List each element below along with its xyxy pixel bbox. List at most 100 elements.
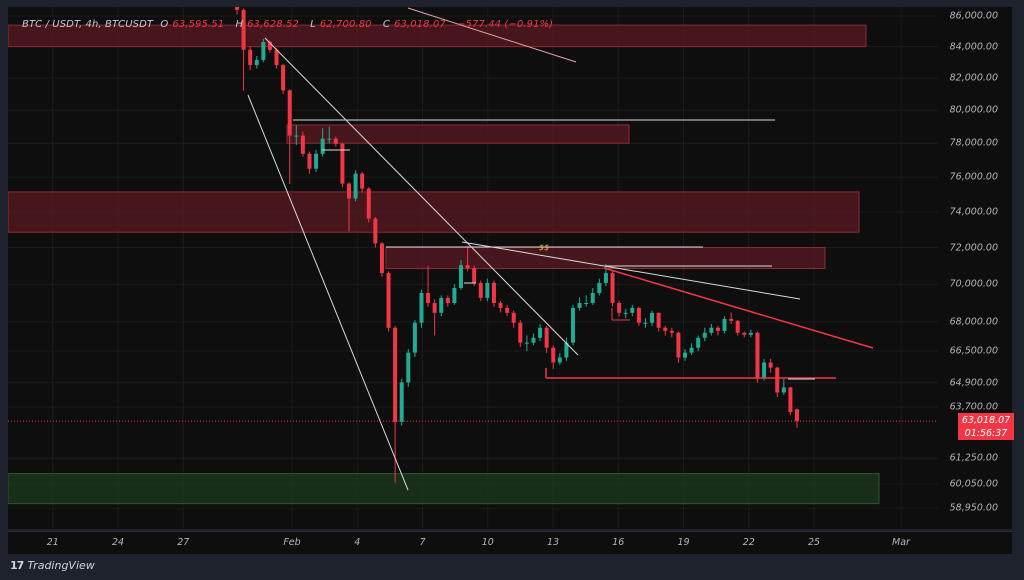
candle-body	[439, 297, 444, 313]
candle-body	[360, 173, 365, 189]
price-tick-label: 63,700.00	[949, 401, 998, 413]
candle-body	[557, 357, 562, 363]
candle-body	[755, 332, 760, 378]
change-value: −577.44 (−0.91%)	[457, 19, 554, 30]
price-tick-label: 70,000.00	[949, 278, 998, 290]
supply-zone	[8, 191, 860, 233]
candle-body	[775, 367, 780, 393]
price-tick-label: 78,000.00	[949, 137, 998, 149]
candle-body	[399, 382, 404, 422]
symbol-label[interactable]: BTC / USDT, 4h, BTCUSDT	[22, 19, 154, 30]
price-tick-label: 66,500.00	[949, 345, 998, 357]
candle-body	[650, 312, 655, 323]
candle-body	[603, 273, 608, 283]
time-tick-label: 7	[419, 537, 426, 548]
price-chart[interactable]: $$	[8, 7, 1012, 529]
price-tick-label: 72,000.00	[949, 242, 998, 254]
bar-countdown: 01:56:37	[964, 428, 1008, 439]
candle-body	[485, 282, 490, 298]
candle-body	[261, 42, 266, 60]
candle-body	[406, 352, 411, 383]
candle-body	[564, 342, 569, 358]
price-tick-label: 80,000.00	[949, 104, 998, 116]
time-tick-label: 25	[807, 537, 821, 548]
price-tick-label: 58,950.00	[949, 502, 998, 514]
candle-body	[432, 302, 437, 313]
candle-body	[294, 135, 299, 137]
time-tick-label: 4	[354, 537, 361, 548]
supply-zone	[8, 24, 867, 48]
candle-body	[795, 409, 799, 422]
candle-body	[544, 327, 549, 348]
time-tick-label: 13	[546, 537, 560, 548]
candle-body	[538, 327, 543, 338]
candle-body	[320, 138, 325, 154]
candle-body	[491, 282, 496, 303]
time-tick-label: 22	[742, 537, 755, 548]
price-tick-label: 82,000.00	[949, 72, 998, 84]
time-tick-label: 24	[111, 537, 125, 548]
candle-body	[518, 322, 523, 343]
candle-body	[300, 135, 305, 154]
price-tick-label: 64,900.00	[949, 377, 998, 389]
candle-body	[676, 332, 681, 358]
price-tick-label: 76,000.00	[949, 171, 998, 183]
candle-body	[426, 293, 431, 303]
candle-body	[715, 327, 720, 331]
candle-body	[551, 347, 556, 363]
last-price-tag: 63,018.07 01:56:37	[958, 413, 1014, 440]
candle-body	[379, 243, 384, 274]
candle-body	[412, 322, 417, 353]
candle-body	[254, 59, 259, 66]
candle-body	[511, 312, 516, 323]
price-tick-label: 84,000.00	[949, 41, 998, 53]
candle-body	[590, 293, 595, 303]
supply-zone	[286, 124, 630, 144]
liquidity-label: $$	[539, 243, 549, 252]
candle-body	[274, 49, 279, 66]
candle-body	[459, 265, 463, 288]
time-tick-label: 21	[46, 537, 59, 548]
candle-body	[696, 337, 701, 348]
tradingview-footer[interactable]: 17 TradingView	[10, 559, 95, 572]
candle-body	[722, 318, 727, 331]
candle-body	[505, 307, 510, 313]
candle-body	[445, 297, 450, 303]
time-axis[interactable]: 21 24 27 Feb 4 7 10 13 16 19 22 25 Mar	[8, 531, 1012, 554]
candle-body	[452, 287, 457, 303]
high-value: H 63,628.52	[235, 19, 299, 30]
candle-body	[307, 153, 312, 169]
channel-upper-line	[264, 37, 579, 356]
candle-body	[327, 138, 332, 140]
candle-body	[663, 327, 668, 331]
candle-body	[340, 143, 345, 184]
candle-body	[498, 302, 503, 308]
ohlc-legend: BTC / USDT, 4h, BTCUSDT O 63,595.51 H 63,6…	[22, 19, 557, 30]
price-tick-label: 86,000.00	[949, 10, 998, 22]
candle-body	[748, 332, 753, 335]
candle-body	[610, 273, 615, 303]
last-price: 63,018.07	[961, 415, 1011, 426]
candle-body	[333, 138, 338, 144]
candle-body	[577, 302, 582, 308]
candle-body	[287, 90, 292, 136]
time-tick-label: Feb	[283, 537, 301, 548]
time-tick-label: 19	[677, 537, 690, 548]
channel-lower-line	[247, 94, 409, 491]
time-tick-label: 27	[177, 537, 190, 548]
price-tick-label: 68,000.00	[949, 316, 998, 328]
trendline-upper-pink	[407, 7, 577, 63]
candle-body	[524, 342, 529, 344]
candle-body	[347, 183, 351, 199]
candle-body	[702, 332, 707, 338]
candle-body	[366, 188, 371, 219]
candle-body	[643, 322, 648, 324]
candle-body	[636, 307, 641, 323]
candle-body	[742, 332, 747, 335]
candle-body	[267, 42, 272, 50]
brand-name: TradingView	[27, 559, 95, 572]
time-tick-label: 16	[612, 537, 625, 548]
candle-body	[689, 347, 694, 353]
candle-body	[735, 320, 740, 333]
